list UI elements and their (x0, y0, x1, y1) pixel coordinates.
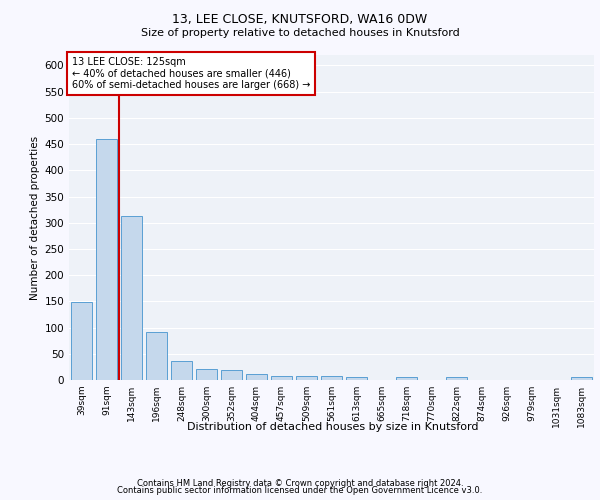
Bar (246, 374, 267, 380)
Bar (346, 378, 367, 380)
Bar (146, 332, 167, 380)
Bar (571, 378, 592, 380)
Bar (446, 378, 467, 380)
Text: Contains public sector information licensed under the Open Government Licence v3: Contains public sector information licen… (118, 486, 482, 495)
Bar (271, 376, 292, 380)
Text: Size of property relative to detached houses in Knutsford: Size of property relative to detached ho… (140, 28, 460, 38)
Bar (321, 376, 342, 380)
Y-axis label: Number of detached properties: Number of detached properties (30, 136, 40, 300)
Bar (196, 369, 217, 380)
Text: Distribution of detached houses by size in Knutsford: Distribution of detached houses by size … (187, 422, 479, 432)
Bar (296, 376, 317, 380)
Bar (71, 302, 92, 380)
Bar (171, 360, 192, 380)
Bar (96, 139, 117, 380)
Text: 13 LEE CLOSE: 125sqm
← 40% of detached houses are smaller (446)
60% of semi-deta: 13 LEE CLOSE: 125sqm ← 40% of detached h… (71, 56, 310, 90)
Bar (396, 378, 417, 380)
Bar (221, 370, 242, 380)
Text: Contains HM Land Registry data © Crown copyright and database right 2024.: Contains HM Land Registry data © Crown c… (137, 478, 463, 488)
Bar (121, 216, 142, 380)
Text: 13, LEE CLOSE, KNUTSFORD, WA16 0DW: 13, LEE CLOSE, KNUTSFORD, WA16 0DW (172, 12, 428, 26)
